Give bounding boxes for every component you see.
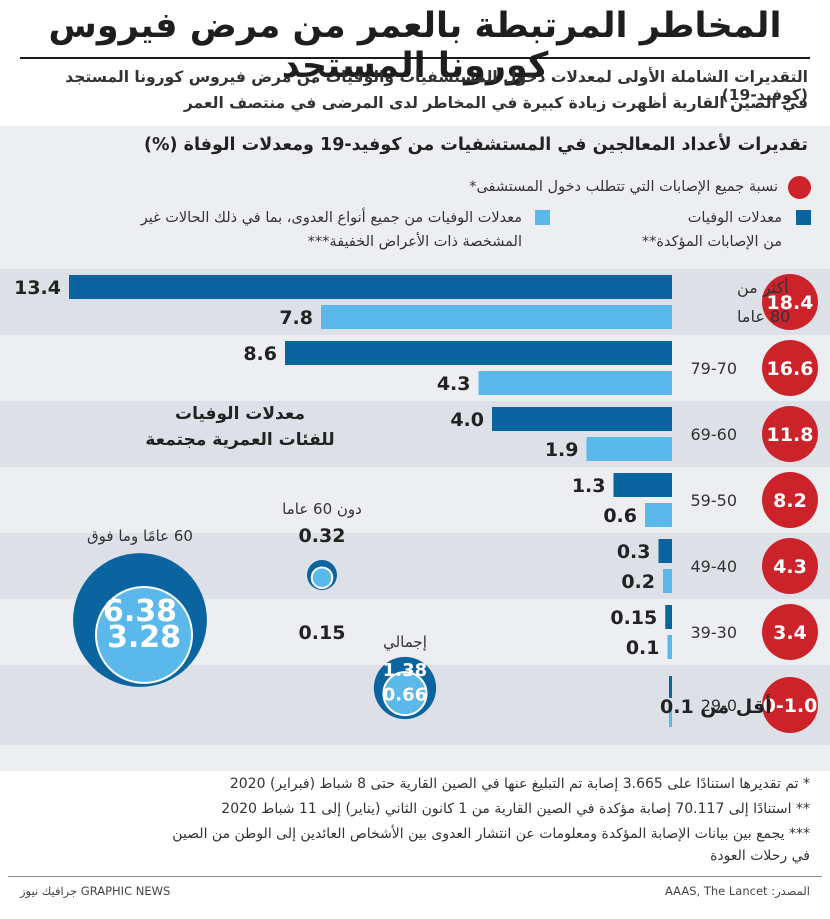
bubble-all-value: 0.66 [383, 685, 427, 706]
all-infections-value: 1.9 [545, 439, 579, 461]
footnote-3: *** يجمع بين بيانات الإصابة المؤكدة ومعل… [172, 826, 810, 842]
category-label: 29-0 [701, 696, 737, 715]
hospitalization-circle [762, 472, 818, 528]
category-label: 39-30 [691, 623, 738, 642]
hospitalization-value: 8.2 [773, 490, 807, 512]
category-label: 59-50 [691, 491, 738, 510]
all-infections-bar [321, 305, 672, 329]
all-infections-bar [669, 705, 672, 727]
bubble-all-infections [382, 671, 428, 717]
legend-all-swatch [535, 210, 550, 225]
bubble-all-infections [95, 585, 193, 684]
subtitle-line-1: التقديرات الشاملة الأولى لمعدلات دخول ال… [65, 68, 808, 104]
bubble-all-infections [310, 566, 334, 589]
footnote-1: * تم تقديرها استنادًا على 3.665 إصابة تم… [229, 776, 810, 792]
footnote-3b: في رحلات العودة [710, 848, 810, 864]
hospitalization-circle [762, 406, 818, 462]
hospitalization-value: 11.8 [767, 424, 814, 446]
title-rule [20, 57, 810, 59]
category-label: 80 عاما [737, 307, 790, 326]
hospitalization-circle [762, 538, 818, 594]
confirmed-bar [69, 275, 672, 299]
confirmed-bar [669, 676, 672, 698]
confirmed-value: 4.0 [450, 409, 484, 431]
all-infections-bar [645, 503, 672, 527]
hospitalization-circle [762, 340, 818, 396]
all-infections-value: 0.2 [621, 571, 655, 593]
all-infections-bar [667, 635, 672, 659]
legend-confirmed-label-2: من الإصابات المؤكدة** [641, 234, 782, 250]
category-label: 69-60 [691, 425, 738, 444]
legend-hospital-label: نسبة جميع الإصابات التي تتطلب دخول المست… [469, 179, 778, 195]
confirmed-value: 13.4 [14, 277, 61, 299]
footer-rule [8, 876, 822, 877]
hospitalization-circle [762, 604, 818, 660]
hospitalization-value: 4.3 [773, 556, 807, 578]
bubble-all-value: 3.28 [107, 620, 181, 655]
confirmed-bar [613, 473, 672, 497]
legend-hospital-dot [788, 176, 811, 199]
confirmed-bar [492, 407, 672, 431]
confirmed-value: 1.3 [572, 475, 606, 497]
confirmed-bar [665, 605, 672, 629]
category-label: 49-40 [691, 557, 738, 576]
hospitalization-value: 0-1.0 [763, 695, 818, 717]
all-infections-bar [478, 371, 672, 395]
confirmed-bar [285, 341, 672, 365]
footnote-2: ** استنادًا إلى 70.117 إصابة مؤكدة في ال… [221, 801, 810, 817]
bubble-title-2: للفئات العمرية مجتمعة [145, 430, 335, 450]
confirmed-value: 0.15 [610, 607, 657, 629]
bubble-all-value: 0.15 [299, 622, 346, 644]
category-label: 79-70 [691, 359, 738, 378]
legend-all-label-1: معدلات الوفيات من جميع أنواع العدوى، بما… [140, 210, 522, 226]
less-than-label: أقل من 0.1 [660, 694, 772, 718]
category-label: أكثر من [737, 277, 789, 298]
all-infections-bar [586, 437, 672, 461]
all-infections-bar [663, 569, 672, 593]
bubble-title-1: معدلات الوفيات [174, 404, 305, 424]
hospitalization-value: 18.4 [767, 292, 814, 314]
confirmed-value: 8.6 [243, 343, 277, 365]
legend-confirmed-swatch [796, 210, 811, 225]
hospitalization-value: 3.4 [773, 622, 807, 644]
subtitle-line-2: في الصين القارية أظهرت زيادة كبيرة في ال… [183, 94, 808, 112]
all-infections-value: 7.8 [279, 307, 313, 329]
bubble-confirmed-value: 0.32 [299, 525, 346, 547]
hospitalization-circle [762, 677, 818, 733]
confirmed-value: 0.3 [617, 541, 651, 563]
all-infections-value: 4.3 [437, 373, 471, 395]
legend-all-label-2: المشخصة ذات الأعراض الخفيفة*** [307, 234, 522, 250]
all-infections-value: 0.6 [603, 505, 637, 527]
row-band-60 [0, 401, 830, 467]
bubble-group-label: 60 عامًا وما فوق [87, 527, 193, 545]
hospitalization-value: 16.6 [767, 358, 814, 380]
source: المصدر: AAAS, The Lancet [665, 884, 810, 898]
row-band-50 [0, 467, 830, 533]
credit: جرافيك نيوز GRAPHIC NEWS [20, 884, 171, 898]
hospitalization-circle [762, 274, 818, 330]
page-title: المخاطر المرتبطة بالعمر من مرض فيروس كور… [48, 6, 782, 86]
confirmed-bar [658, 539, 672, 563]
bubble-confirmed-value: 1.38 [383, 660, 427, 681]
legend-confirmed-label-1: معدلات الوفيات [687, 210, 782, 226]
bubble-group-label: إجمالي [383, 633, 427, 652]
bubble-group-label: دون 60 عاما [282, 500, 362, 518]
bubble-confirmed-value: 6.38 [103, 594, 177, 629]
all-infections-value: 0.1 [626, 637, 660, 659]
panel-title: تقديرات لأعداد المعالجين في المستشفيات م… [144, 135, 808, 155]
